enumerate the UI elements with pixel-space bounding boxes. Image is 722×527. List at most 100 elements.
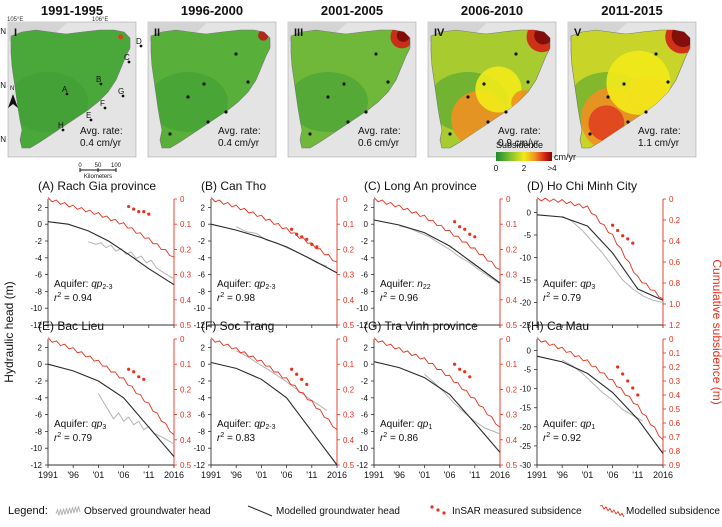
colorbar-gradient <box>496 152 552 161</box>
site-dot <box>654 52 658 56</box>
subsidence-zone <box>151 72 228 132</box>
modelled-head-line <box>536 355 664 454</box>
right-tick-label: 0.2 <box>669 363 681 372</box>
left-tick-label: -2 <box>35 377 43 386</box>
left-tick-label: -6 <box>35 411 43 420</box>
insar-point <box>626 379 630 383</box>
insar-point <box>290 227 294 231</box>
legend-insar-swatch <box>430 505 434 509</box>
x-tick-label: '96 <box>67 470 79 480</box>
left-tick-label: -10 <box>193 444 205 453</box>
right-tick-label: 0.2 <box>506 385 518 394</box>
left-tick-label: -6 <box>361 411 369 420</box>
site-dot <box>666 80 670 84</box>
site-dot <box>65 92 69 96</box>
right-tick-label: 0.1 <box>669 349 681 358</box>
modelled-subsidence-line <box>536 197 664 300</box>
modelled-subsidence-line <box>47 197 175 258</box>
site-dot <box>308 132 312 136</box>
chart-grid: (A) Rach Gia province 2 0 -2 -4 -6 -8 -10 -12 0 0.… <box>30 179 680 480</box>
x-tick-label: '96 <box>230 470 242 480</box>
left-tick-label: -12 <box>193 321 205 330</box>
insar-point <box>453 362 457 366</box>
left-tick-label: 0 <box>38 220 43 229</box>
avg-rate-value: 1.1 cm/yr <box>638 138 680 149</box>
aquifer-label: Aquifer: qp3 <box>54 419 106 431</box>
site-dot <box>103 106 107 110</box>
right-tick-label: 0.2 <box>343 245 355 254</box>
lat-label: 9°N <box>0 135 6 144</box>
site-dot <box>246 80 250 84</box>
chart-title: (B) Can Tho <box>201 179 266 193</box>
site-dot <box>374 52 378 56</box>
insar-point <box>631 241 635 245</box>
right-tick-label: 0 <box>669 335 674 344</box>
right-tick-label: 0.2 <box>669 216 681 225</box>
insar-point <box>142 377 146 381</box>
insar-point <box>463 370 467 374</box>
site-dot <box>326 95 330 99</box>
left-tick-label: 2 <box>38 203 43 212</box>
left-tick-label: 0 <box>38 360 43 369</box>
right-tick-label: 0.8 <box>669 279 681 288</box>
aquifer-label: Aquifer: qp1 <box>543 419 595 431</box>
y-axis-label-left: Hydraulic head (m) <box>2 281 16 382</box>
insar-point <box>295 372 299 376</box>
left-tick-label: -5 <box>524 231 532 240</box>
x-tick-label: '06 <box>607 470 619 480</box>
left-tick-label: -6 <box>198 271 206 280</box>
site-letter: D <box>136 37 142 46</box>
site-dot <box>234 52 238 56</box>
site-dot <box>121 94 125 98</box>
observed-head-line <box>561 215 664 303</box>
right-tick-label: 0.5 <box>180 321 192 330</box>
legend: Legend: Observed groundwater head Modelled… <box>8 504 720 518</box>
left-tick-label: -10 <box>356 444 368 453</box>
left-tick-label: 0 <box>527 346 532 355</box>
x-tick-label: 2016 <box>490 470 510 480</box>
shared-axis-labels: Hydraulic head (m) Cumulative subsidence … <box>2 259 722 404</box>
right-tick-label: 0.4 <box>180 296 192 305</box>
legend-modelled-sub-label: Modelled subsidence <box>626 506 720 517</box>
site-letter: C <box>124 53 130 62</box>
subsidence-zone <box>606 50 671 115</box>
right-tick-label: 0.6 <box>669 419 681 428</box>
site-dot <box>346 120 350 124</box>
legend-modelled-head-swatch <box>247 505 273 517</box>
map-roman-label: IV <box>434 27 445 39</box>
observed-head-line <box>235 350 328 411</box>
insar-point <box>463 227 467 231</box>
r2-label: r2 = 0.79 <box>543 292 582 304</box>
left-tick-label: 2 <box>364 343 369 352</box>
avg-rate-label: Avg. rate: <box>218 126 261 137</box>
observed-head-line <box>88 241 175 280</box>
right-tick-label: 0.1 <box>506 220 518 229</box>
colorbar-tick: >4 <box>547 164 557 173</box>
right-tick-label: 0.2 <box>506 245 518 254</box>
chart-title: (F) Soc Trang <box>201 319 274 333</box>
legend-insar-label: InSAR measured subsidence <box>452 506 582 517</box>
left-tick-label: -12 <box>193 461 205 470</box>
x-tick-label: '11 <box>306 470 317 480</box>
insar-point <box>468 232 472 236</box>
subsidence-zone <box>118 34 124 40</box>
x-tick-label: '01 <box>93 470 105 480</box>
site-letter: A <box>62 85 68 94</box>
left-tick-label: -12 <box>30 461 42 470</box>
insar-point <box>468 375 472 379</box>
x-tick-label: '01 <box>256 470 268 480</box>
avg-rate-value: 0.4 cm/yr <box>218 138 260 149</box>
left-tick-label: 2 <box>201 343 206 352</box>
modelled-subsidence-line <box>373 337 501 428</box>
modelled-subsidence-line <box>373 197 501 271</box>
r2-label: r2 = 0.98 <box>217 292 256 304</box>
right-tick-label: 0.4 <box>669 391 681 400</box>
right-tick-label: 0 <box>343 195 348 204</box>
legend-title: Legend: <box>8 505 48 517</box>
y-axis-label-right: Cumulative subsidence (m) <box>710 259 722 404</box>
insar-point <box>127 204 131 209</box>
site-dot <box>202 82 206 86</box>
site-dot <box>224 110 228 114</box>
right-tick-label: 0.4 <box>343 436 355 445</box>
